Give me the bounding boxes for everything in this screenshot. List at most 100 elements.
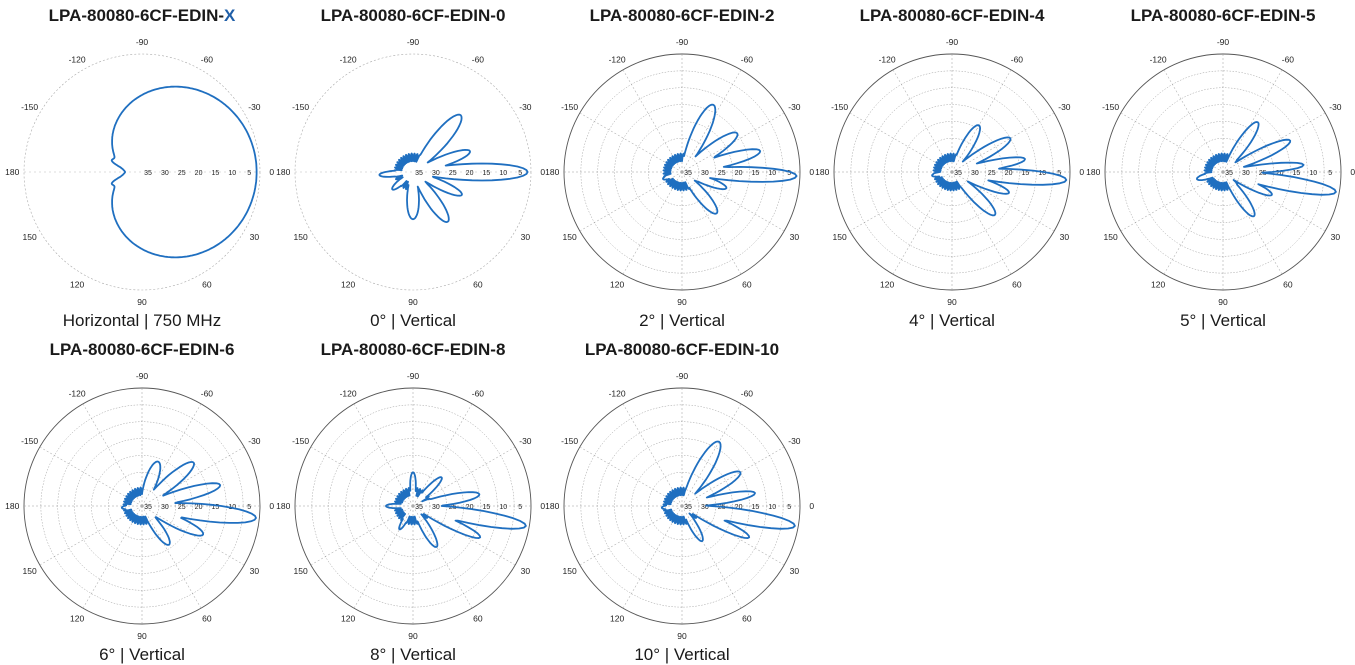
radial-tick-label: 10 xyxy=(768,504,776,511)
angle-tick-label: -60 xyxy=(741,55,754,65)
radial-tick-label: 35 xyxy=(144,504,152,511)
radial-tick-label: 30 xyxy=(432,504,440,511)
radial-tick-label: 30 xyxy=(701,170,709,177)
angle-tick-label: -120 xyxy=(879,55,896,65)
grid-spoke xyxy=(141,403,202,507)
chart-title-suffix: X xyxy=(224,6,236,25)
angle-tick-label: -120 xyxy=(340,55,357,65)
angle-tick-label: 60 xyxy=(742,279,752,289)
angle-tick-label: -120 xyxy=(1150,55,1167,65)
chart-title: LPA-80080-6CF-EDIN-8 xyxy=(283,340,543,360)
angle-tick-label: -30 xyxy=(788,436,801,446)
angle-tick-label: 0 xyxy=(809,501,814,511)
angle-tick-label: 120 xyxy=(70,279,84,289)
angle-tick-label: 180 xyxy=(545,167,559,177)
pattern-trace xyxy=(385,471,527,548)
angle-tick-label: 120 xyxy=(70,613,84,623)
angle-tick-label: 120 xyxy=(341,279,355,289)
angle-tick-label: 90 xyxy=(408,631,418,641)
angle-tick-label: 30 xyxy=(1060,232,1070,242)
radial-tick-label: 30 xyxy=(971,170,979,177)
chart-caption: Horizontal | 750 MHz xyxy=(62,311,222,330)
angle-tick-label: -90 xyxy=(407,371,420,381)
radial-tick-label: 20 xyxy=(195,170,203,177)
radial-tick-label: 5 xyxy=(787,170,791,177)
angle-tick-label: 90 xyxy=(1218,297,1228,307)
radial-tick-label: 15 xyxy=(1022,170,1030,177)
angle-tick-label: 90 xyxy=(677,631,687,641)
chart-caption: 2° | Vertical xyxy=(639,311,725,330)
chart-caption: 5° | Vertical xyxy=(1180,311,1266,330)
chart-title-text: LPA-80080-6CF-EDIN-0 xyxy=(320,6,506,25)
angle-tick-label: 120 xyxy=(610,613,624,623)
grid-ring xyxy=(884,104,1020,240)
angle-tick-label: -30 xyxy=(519,436,532,446)
angle-tick-label: -30 xyxy=(519,102,532,112)
angle-tick-label: 90 xyxy=(137,297,147,307)
radial-tick-label: 35 xyxy=(415,504,423,511)
angle-tick-label: 60 xyxy=(1012,279,1022,289)
angle-tick-label: -90 xyxy=(136,37,149,47)
angle-tick-label: 30 xyxy=(790,232,800,242)
angle-tick-label: 120 xyxy=(341,613,355,623)
radial-tick-label: 10 xyxy=(499,504,507,511)
grid-spoke xyxy=(1222,69,1283,173)
radial-tick-label: 35 xyxy=(144,170,152,177)
angle-tick-label: 60 xyxy=(742,613,752,623)
grid-ring xyxy=(91,455,193,557)
radial-tick-label: 5 xyxy=(247,504,251,511)
angle-tick-label: 180 xyxy=(545,501,559,511)
angle-tick-label: 150 xyxy=(1103,232,1117,242)
radial-tick-label: 15 xyxy=(212,504,220,511)
angle-tick-label: 180 xyxy=(5,501,19,511)
angle-tick-label: 30 xyxy=(790,566,800,576)
angle-tick-label: -120 xyxy=(69,55,86,65)
radial-tick-label: 20 xyxy=(735,504,743,511)
grid-spoke xyxy=(951,69,1012,173)
angle-tick-label: -90 xyxy=(676,371,689,381)
angle-tick-label: -90 xyxy=(676,37,689,47)
radial-tick-label: 20 xyxy=(195,504,203,511)
grid-spoke xyxy=(141,446,245,507)
angle-tick-label: 180 xyxy=(5,167,19,177)
angle-tick-label: -120 xyxy=(609,55,626,65)
radial-tick-label: 25 xyxy=(178,170,186,177)
angle-tick-label: -90 xyxy=(136,371,149,381)
chart-caption: 4° | Vertical xyxy=(909,311,995,330)
angle-tick-label: 0 xyxy=(269,167,274,177)
radial-tick-label: 30 xyxy=(161,170,169,177)
angle-tick-label: 90 xyxy=(677,297,687,307)
angle-tick-label: 120 xyxy=(610,279,624,289)
chart-caption: 8° | Vertical xyxy=(370,645,456,664)
radial-tick-label: 20 xyxy=(466,170,474,177)
angle-tick-label: -150 xyxy=(561,102,578,112)
pattern-trace xyxy=(1196,121,1337,218)
grid-spoke xyxy=(141,505,202,609)
angle-tick-label: 120 xyxy=(880,279,894,289)
chart-title: LPA-80080-6CF-EDIN-10 xyxy=(552,340,812,360)
radial-tick-label: 20 xyxy=(1276,170,1284,177)
angle-tick-label: 180 xyxy=(276,501,290,511)
radial-tick-label: 15 xyxy=(752,170,760,177)
radial-tick-label: 5 xyxy=(518,170,522,177)
angle-tick-label: -30 xyxy=(1329,102,1342,112)
chart-title: LPA-80080-6CF-EDIN-6 xyxy=(12,340,272,360)
radial-tick-label: 25 xyxy=(718,170,726,177)
angle-tick-label: -120 xyxy=(609,389,626,399)
angle-tick-label: -150 xyxy=(561,436,578,446)
grid-ring xyxy=(614,438,750,574)
chart-title-text: LPA-80080-6CF-EDIN- xyxy=(48,6,225,25)
angle-tick-label: 0 xyxy=(1079,167,1084,177)
pattern-trace xyxy=(931,124,1068,217)
radial-tick-label: 10 xyxy=(1038,170,1046,177)
radial-tick-label: 5 xyxy=(1328,170,1332,177)
angle-tick-label: -60 xyxy=(472,389,485,399)
radial-tick-label: 5 xyxy=(247,170,251,177)
angle-tick-label: -60 xyxy=(741,389,754,399)
angle-tick-label: -150 xyxy=(21,436,38,446)
angle-tick-label: -60 xyxy=(1282,55,1295,65)
